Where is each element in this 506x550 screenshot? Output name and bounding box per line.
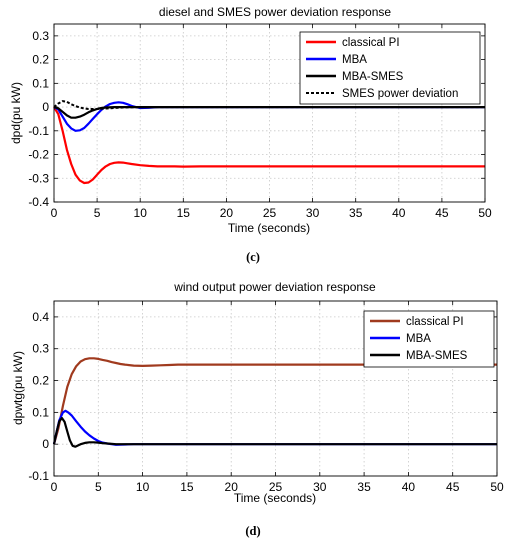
y-tick-label: 0.3 [32, 342, 49, 356]
y-tick-label: -0.1 [28, 469, 49, 483]
x-tick-label: 15 [177, 206, 191, 220]
y-tick-label: 0.2 [32, 374, 49, 388]
y-tick-label: 0.1 [32, 405, 49, 419]
y-tick-label: 0.1 [32, 76, 49, 90]
x-tick-label: 20 [220, 206, 234, 220]
chart-wind-output: wind output power deviation response 0 5 1… [11, 280, 504, 538]
y-tick-label: 0 [42, 437, 49, 451]
chart-d-series [52, 357, 497, 448]
x-tick-label: 30 [306, 206, 320, 220]
x-tick-label: 5 [94, 206, 101, 220]
chart-d-ylabel: dpwtg(pu kW) [11, 351, 25, 425]
x-tick-label: 10 [134, 206, 148, 220]
legend-label: classical PI [342, 37, 400, 49]
x-tick-label: 0 [51, 206, 58, 220]
series-line-mba-smes [52, 417, 497, 448]
chart-c-ylabel: dpd(pu kW) [9, 82, 23, 144]
chart-c-caption: (c) [246, 250, 260, 264]
x-tick-label: 30 [313, 480, 327, 494]
x-tick-label: 50 [490, 480, 504, 494]
x-tick-label: 50 [478, 206, 492, 220]
chart-d-legend: classical PI MBA MBA-SMES [363, 310, 495, 368]
x-tick-label: 20 [225, 480, 239, 494]
chart-c-grid [54, 24, 485, 202]
x-tick-label: 40 [402, 480, 416, 494]
x-tick-label: 15 [180, 480, 194, 494]
x-tick-label: 45 [446, 480, 460, 494]
chart-c-xlabel: Time (seconds) [228, 221, 310, 235]
chart-c-legend-box [299, 31, 481, 105]
y-tick-label: -0.3 [28, 171, 49, 185]
y-tick-label: 0.3 [32, 29, 49, 43]
legend-label: MBA-SMES [342, 71, 404, 83]
chart-c-title: diesel and SMES power deviation response [159, 5, 391, 19]
chart-d-ticks: 0 5 10 15 20 25 30 35 40 45 50-0.100.10.20.30.4 [28, 301, 504, 494]
x-tick-label: 35 [357, 480, 371, 494]
y-tick-label: 0.2 [32, 53, 49, 67]
y-tick-label: -0.2 [28, 148, 49, 162]
x-tick-label: 25 [269, 480, 283, 494]
x-tick-label: 25 [263, 206, 277, 220]
series-line-classical-pi [53, 106, 485, 185]
legend-label: MBA [406, 333, 431, 345]
y-tick-label: -0.4 [28, 195, 49, 209]
chart-d-caption: (d) [245, 524, 260, 538]
chart-c-legend: classical PI MBA MBA-SMES SMES power deviat… [299, 31, 481, 105]
chart-diesel-smes: diesel and SMES power deviation response… [9, 5, 492, 264]
legend-label: MBA [342, 54, 367, 66]
legend-label: SMES power deviation [342, 88, 458, 100]
legend-label: classical PI [406, 316, 464, 328]
y-tick-label: 0.4 [32, 310, 49, 324]
series-line-mba [52, 409, 497, 446]
series-line-smes-power-deviation [53, 100, 485, 110]
x-tick-label: 45 [435, 206, 449, 220]
x-tick-label: 0 [51, 480, 58, 494]
x-tick-label: 10 [136, 480, 150, 494]
x-tick-label: 5 [95, 480, 102, 494]
series-line-classical-pi [52, 357, 497, 445]
chart-d-title: wind output power deviation response [173, 280, 376, 294]
x-tick-label: 40 [392, 206, 406, 220]
chart-c-ticks: 0 5 10 15 20 25 30 35 40 45 50 -0.4 -0.3 -0.2 -0.1 0 0.1… [28, 24, 492, 220]
y-tick-label: 0 [42, 100, 49, 114]
x-tick-label: 35 [349, 206, 363, 220]
chart-d-xlabel: Time (seconds) [234, 491, 316, 505]
chart-c-series [53, 100, 485, 185]
y-tick-label: -0.1 [28, 124, 49, 138]
legend-label: MBA-SMES [406, 350, 468, 362]
series-line-mba-smes [53, 105, 485, 119]
